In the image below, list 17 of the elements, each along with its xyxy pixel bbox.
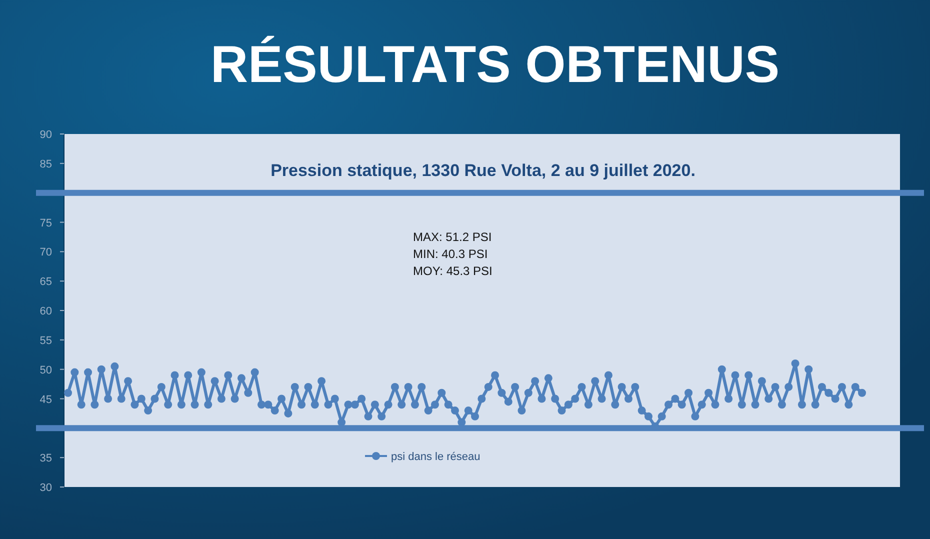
y-tick-label: 75 xyxy=(40,217,52,230)
y-tick-label: 45 xyxy=(40,394,52,406)
y-tick-label: 70 xyxy=(40,246,52,259)
y-tick-label: 35 xyxy=(40,452,52,465)
y-tick-label: 30 xyxy=(40,482,52,494)
chart-title: RÉSULTATS OBTENUS xyxy=(210,35,780,94)
y-tick-label: 50 xyxy=(40,364,52,376)
y-tick-label: 65 xyxy=(40,276,52,288)
annotation: MOY: 45.3 PSI xyxy=(413,264,492,278)
text: Pression statique, 1330 Rue Volta, 2 au 9 juillet 2020. xyxy=(270,161,696,180)
legend-label: psi dans le réseau xyxy=(391,451,480,463)
y-tick-label: 55 xyxy=(40,334,52,347)
annotation: MIN: 40.3 PSI xyxy=(413,247,488,261)
annotation: MAX: 51.2 PSI xyxy=(413,230,492,244)
y-tick-label: 60 xyxy=(40,306,52,318)
y-tick-label: 85 xyxy=(40,158,52,170)
y-tick-label: 90 xyxy=(40,129,52,141)
